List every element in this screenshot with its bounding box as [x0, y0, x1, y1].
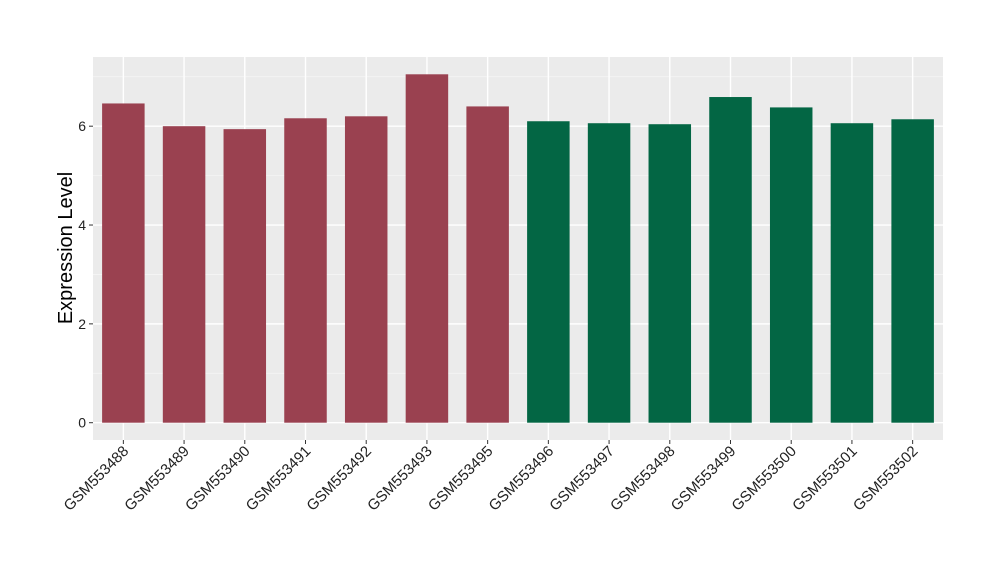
bar-GSM553498 — [648, 124, 692, 423]
bar-GSM553489 — [162, 126, 206, 423]
x-tick-label: GSM553502 — [850, 443, 922, 515]
bar-GSM553495 — [466, 106, 509, 423]
bar-GSM553491 — [284, 118, 327, 423]
bar-GSM553501 — [830, 123, 874, 423]
plot-panel — [93, 57, 943, 440]
bar-GSM553502 — [891, 119, 934, 423]
y-tick-label: 4 — [78, 217, 86, 233]
y-tick-label: 2 — [78, 316, 86, 332]
bar-GSM553493 — [405, 74, 449, 423]
bar-GSM553490 — [223, 129, 267, 423]
bar-GSM553488 — [102, 103, 145, 423]
bar-GSM553497 — [587, 123, 631, 423]
y-tick-label: 6 — [78, 118, 86, 134]
y-axis-label: Expression Level — [55, 172, 77, 324]
bar-GSM553499 — [709, 97, 752, 423]
bar-GSM553500 — [769, 107, 813, 423]
bar-GSM553496 — [527, 121, 570, 423]
y-tick-label: 0 — [78, 415, 86, 431]
bar-GSM553492 — [344, 116, 388, 423]
